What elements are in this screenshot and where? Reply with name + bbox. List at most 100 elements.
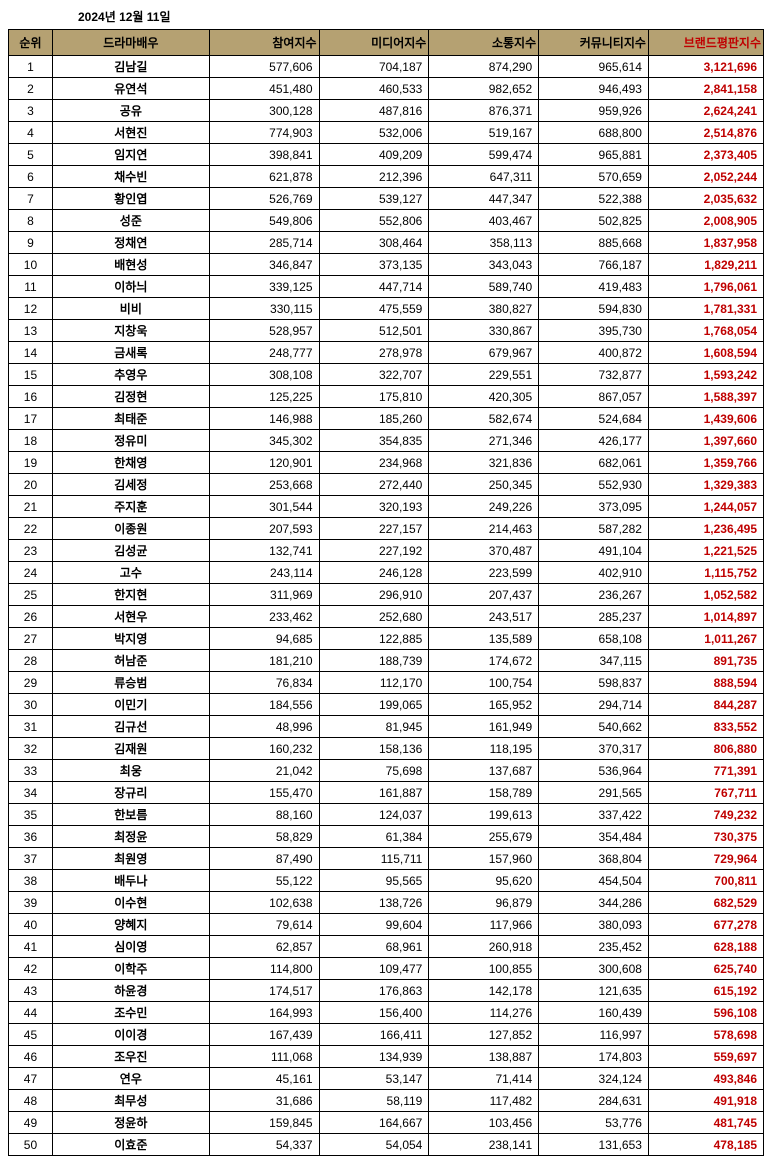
cell-actor: 이학주: [52, 958, 209, 980]
cell-brand: 888,594: [648, 672, 763, 694]
cell-media: 512,501: [319, 320, 429, 342]
cell-participation: 125,225: [209, 386, 319, 408]
cell-brand: 1,781,331: [648, 298, 763, 320]
cell-participation: 54,337: [209, 1134, 319, 1156]
cell-actor: 성준: [52, 210, 209, 232]
cell-community: 300,608: [539, 958, 649, 980]
cell-participation: 398,841: [209, 144, 319, 166]
cell-community: 395,730: [539, 320, 649, 342]
cell-actor: 황인엽: [52, 188, 209, 210]
cell-participation: 528,957: [209, 320, 319, 342]
table-row: 50이효준54,33754,054238,141131,653478,185: [9, 1134, 764, 1156]
cell-communication: 135,589: [429, 628, 539, 650]
table-row: 36최정윤58,82961,384255,679354,484730,375: [9, 826, 764, 848]
cell-actor: 양혜지: [52, 914, 209, 936]
table-row: 47연우45,16153,14771,414324,124493,846: [9, 1068, 764, 1090]
cell-brand: 1,829,211: [648, 254, 763, 276]
cell-communication: 358,113: [429, 232, 539, 254]
cell-brand: 1,608,594: [648, 342, 763, 364]
cell-media: 81,945: [319, 716, 429, 738]
cell-community: 502,825: [539, 210, 649, 232]
cell-communication: 403,467: [429, 210, 539, 232]
cell-rank: 23: [9, 540, 53, 562]
header-participation: 참여지수: [209, 30, 319, 56]
cell-communication: 255,679: [429, 826, 539, 848]
cell-brand: 771,391: [648, 760, 763, 782]
cell-actor: 공유: [52, 100, 209, 122]
cell-rank: 4: [9, 122, 53, 144]
table-row: 37최원영87,490115,711157,960368,804729,964: [9, 848, 764, 870]
cell-brand: 2,035,632: [648, 188, 763, 210]
cell-community: 524,684: [539, 408, 649, 430]
cell-participation: 155,470: [209, 782, 319, 804]
cell-communication: 127,852: [429, 1024, 539, 1046]
table-row: 40양혜지79,61499,604117,966380,093677,278: [9, 914, 764, 936]
cell-brand: 1,052,582: [648, 584, 763, 606]
cell-media: 212,396: [319, 166, 429, 188]
cell-rank: 37: [9, 848, 53, 870]
cell-communication: 243,517: [429, 606, 539, 628]
cell-participation: 21,042: [209, 760, 319, 782]
cell-community: 965,614: [539, 56, 649, 78]
table-row: 34장규리155,470161,887158,789291,565767,711: [9, 782, 764, 804]
cell-media: 164,667: [319, 1112, 429, 1134]
cell-participation: 330,115: [209, 298, 319, 320]
table-row: 14금새록248,777278,978679,967400,8721,608,5…: [9, 342, 764, 364]
cell-rank: 27: [9, 628, 53, 650]
cell-participation: 774,903: [209, 122, 319, 144]
cell-rank: 11: [9, 276, 53, 298]
table-row: 23김성균132,741227,192370,487491,1041,221,5…: [9, 540, 764, 562]
cell-participation: 285,714: [209, 232, 319, 254]
cell-media: 109,477: [319, 958, 429, 980]
cell-rank: 45: [9, 1024, 53, 1046]
cell-media: 138,726: [319, 892, 429, 914]
cell-rank: 22: [9, 518, 53, 540]
cell-community: 536,964: [539, 760, 649, 782]
cell-rank: 38: [9, 870, 53, 892]
cell-media: 115,711: [319, 848, 429, 870]
cell-actor: 최웅: [52, 760, 209, 782]
cell-rank: 34: [9, 782, 53, 804]
cell-community: 587,282: [539, 518, 649, 540]
cell-brand: 1,115,752: [648, 562, 763, 584]
cell-communication: 876,371: [429, 100, 539, 122]
cell-rank: 3: [9, 100, 53, 122]
cell-media: 166,411: [319, 1024, 429, 1046]
cell-media: 272,440: [319, 474, 429, 496]
cell-communication: 117,966: [429, 914, 539, 936]
cell-brand: 578,698: [648, 1024, 763, 1046]
cell-communication: 100,855: [429, 958, 539, 980]
cell-communication: 95,620: [429, 870, 539, 892]
cell-community: 400,872: [539, 342, 649, 364]
cell-communication: 271,346: [429, 430, 539, 452]
cell-brand: 478,185: [648, 1134, 763, 1156]
cell-actor: 채수빈: [52, 166, 209, 188]
cell-community: 522,388: [539, 188, 649, 210]
cell-brand: 559,697: [648, 1046, 763, 1068]
cell-actor: 조우진: [52, 1046, 209, 1068]
cell-media: 75,698: [319, 760, 429, 782]
cell-rank: 48: [9, 1090, 53, 1112]
cell-actor: 허남준: [52, 650, 209, 672]
cell-media: 53,147: [319, 1068, 429, 1090]
cell-brand: 682,529: [648, 892, 763, 914]
cell-community: 285,237: [539, 606, 649, 628]
cell-rank: 15: [9, 364, 53, 386]
cell-communication: 142,178: [429, 980, 539, 1002]
cell-communication: 96,879: [429, 892, 539, 914]
cell-actor: 한채영: [52, 452, 209, 474]
cell-media: 61,384: [319, 826, 429, 848]
cell-participation: 300,128: [209, 100, 319, 122]
cell-community: 766,187: [539, 254, 649, 276]
cell-community: 344,286: [539, 892, 649, 914]
cell-actor: 최정윤: [52, 826, 209, 848]
cell-actor: 임지연: [52, 144, 209, 166]
cell-media: 320,193: [319, 496, 429, 518]
header-actor: 드라마배우: [52, 30, 209, 56]
cell-communication: 599,474: [429, 144, 539, 166]
cell-actor: 서현진: [52, 122, 209, 144]
cell-participation: 207,593: [209, 518, 319, 540]
cell-actor: 정윤하: [52, 1112, 209, 1134]
cell-community: 131,653: [539, 1134, 649, 1156]
cell-communication: 229,551: [429, 364, 539, 386]
